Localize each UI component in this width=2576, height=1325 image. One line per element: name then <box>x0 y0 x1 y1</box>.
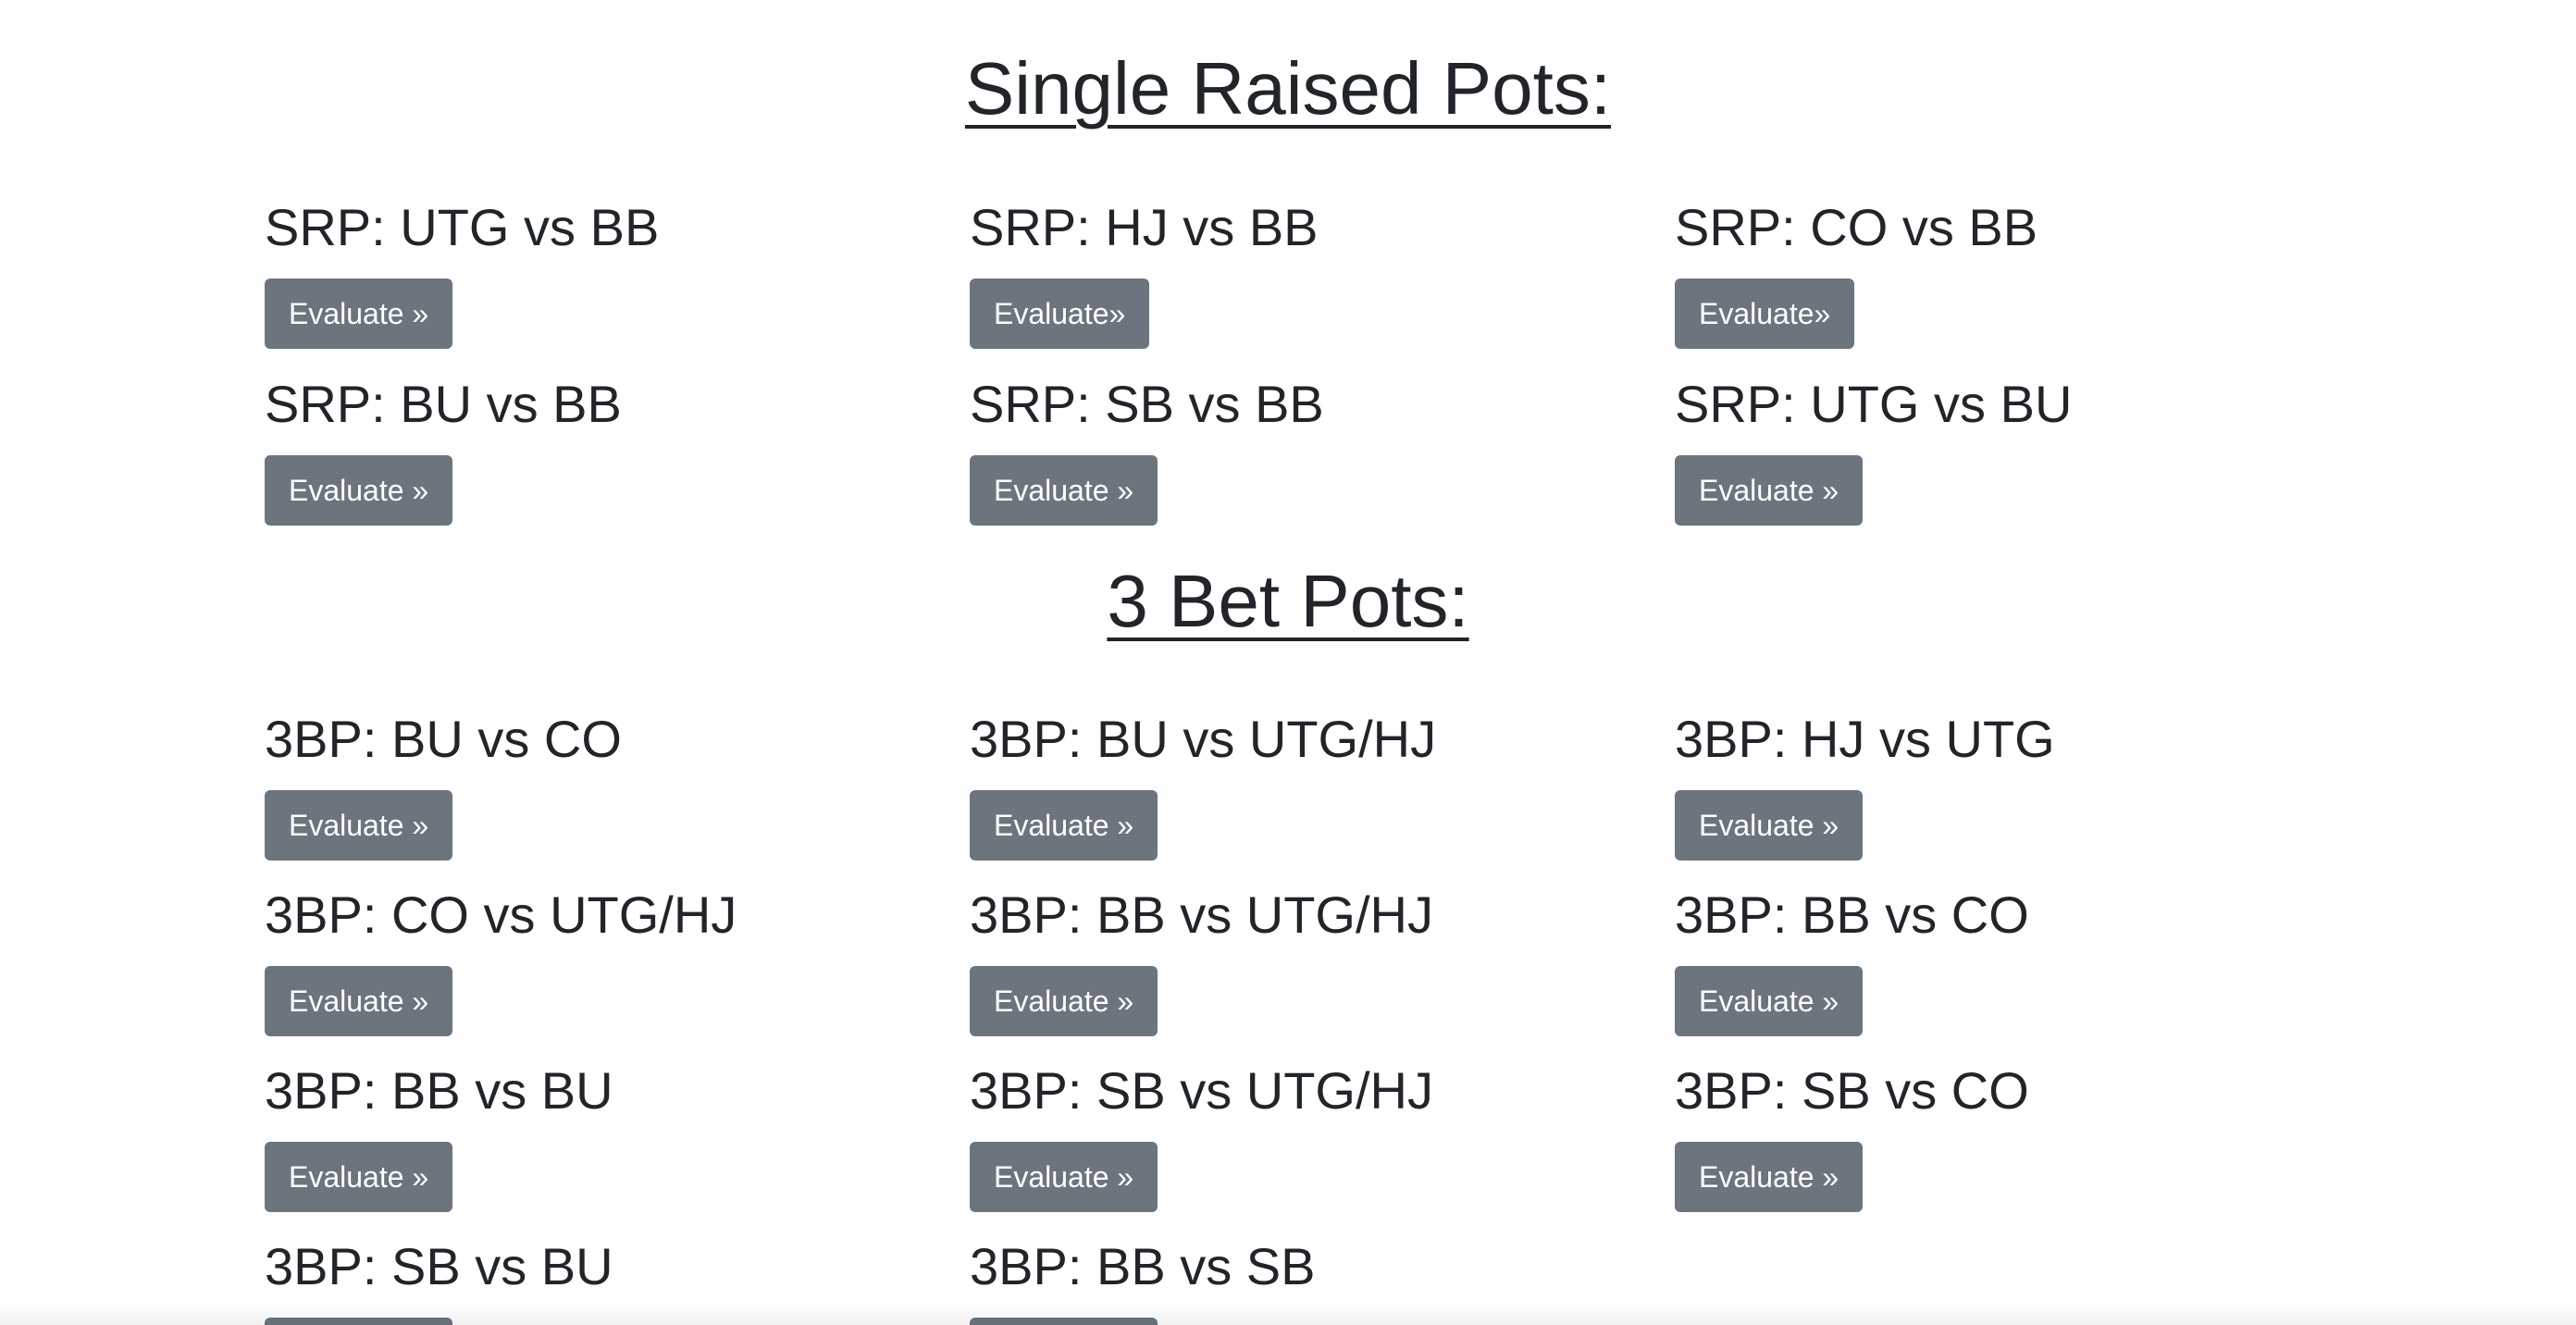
three-bet-card: 3BP: BB vs UTG/HJ Evaluate » <box>970 889 1675 1065</box>
three-bet-card: 3BP: BU vs CO Evaluate » <box>265 713 970 889</box>
three-bet-card-title: 3BP: BB vs BU <box>265 1061 613 1120</box>
three-bet-card-title: 3BP: SB vs UTG/HJ <box>970 1061 1433 1120</box>
three-bet-card: 3BP: BB vs CO Evaluate » <box>1675 889 2380 1065</box>
three-bet-card-title: 3BP: BB vs SB <box>970 1237 1316 1295</box>
three-bet-card: 3BP: CO vs UTG/HJ Evaluate » <box>265 889 970 1065</box>
three-bet-grid: 3BP: BU vs CO Evaluate » 3BP: BU vs UTG/… <box>265 713 2384 1325</box>
srp-card: SRP: UTG vs BU Evaluate » <box>1675 378 2380 555</box>
three-bet-card-title: 3BP: HJ vs UTG <box>1675 710 2055 768</box>
single-raised-pots-heading: Single Raised Pots: <box>964 47 1612 130</box>
three-bet-card: 3BP: SB vs BU Evaluate » <box>265 1241 970 1325</box>
srp-card-title: SRP: SB vs BB <box>970 375 1324 433</box>
srp-card: SRP: SB vs BB Evaluate » <box>970 378 1675 555</box>
evaluate-button[interactable]: Evaluate » <box>970 1142 1158 1212</box>
evaluate-button[interactable]: Evaluate » <box>265 1142 453 1212</box>
evaluate-button[interactable]: Evaluate » <box>970 1318 1158 1325</box>
three-bet-card-title: 3BP: BU vs UTG/HJ <box>970 710 1437 768</box>
srp-card-title: SRP: UTG vs BB <box>265 198 660 256</box>
page-bottom-edge <box>0 1303 2576 1325</box>
three-bet-card-title: 3BP: BB vs CO <box>1675 885 2029 944</box>
srp-card-title: SRP: UTG vs BU <box>1675 375 2073 433</box>
three-bet-card: 3BP: SB vs UTG/HJ Evaluate » <box>970 1065 1675 1241</box>
srp-card: SRP: BU vs BB Evaluate » <box>265 378 970 555</box>
evaluate-button[interactable]: Evaluate» <box>1675 279 1855 349</box>
evaluate-button[interactable]: Evaluate » <box>265 455 453 526</box>
three-bet-card: 3BP: BB vs BU Evaluate » <box>265 1065 970 1241</box>
three-bet-pots-heading: 3 Bet Pots: <box>1107 560 1469 642</box>
evaluate-button[interactable]: Evaluate » <box>1675 455 1864 526</box>
three-bet-card: 3BP: SB vs CO Evaluate » <box>1675 1065 2380 1241</box>
three-bet-card-title: 3BP: BU vs CO <box>265 710 622 768</box>
three-bet-card: 3BP: BB vs SB Evaluate » <box>970 1241 1675 1325</box>
three-bet-card-title: 3BP: SB vs BU <box>265 1237 613 1295</box>
srp-card-title: SRP: BU vs BB <box>265 375 622 433</box>
srp-card-title: SRP: CO vs BB <box>1675 198 2038 256</box>
evaluate-button[interactable]: Evaluate » <box>265 279 453 349</box>
three-bet-card: 3BP: BU vs UTG/HJ Evaluate » <box>970 713 1675 889</box>
evaluate-button[interactable]: Evaluate » <box>265 966 453 1036</box>
evaluate-button[interactable]: Evaluate » <box>265 1318 453 1325</box>
three-bet-card: 3BP: HJ vs UTG Evaluate » <box>1675 713 2380 889</box>
evaluate-button[interactable]: Evaluate » <box>1675 1142 1864 1212</box>
srp-grid: SRP: UTG vs BB Evaluate » SRP: HJ vs BB … <box>265 202 2384 555</box>
srp-card: SRP: HJ vs BB Evaluate» <box>970 202 1675 378</box>
three-bet-card-title: 3BP: CO vs UTG/HJ <box>265 885 737 944</box>
three-bet-card-title: 3BP: SB vs CO <box>1675 1061 2029 1120</box>
evaluate-button[interactable]: Evaluate» <box>970 279 1150 349</box>
evaluate-button[interactable]: Evaluate » <box>970 455 1158 526</box>
evaluate-button[interactable]: Evaluate » <box>1675 966 1864 1036</box>
evaluate-button[interactable]: Evaluate » <box>1675 790 1864 861</box>
evaluate-button[interactable]: Evaluate » <box>265 790 453 861</box>
evaluate-button[interactable]: Evaluate » <box>970 790 1158 861</box>
srp-card-title: SRP: HJ vs BB <box>970 198 1319 256</box>
evaluate-button[interactable]: Evaluate » <box>970 966 1158 1036</box>
srp-card: SRP: UTG vs BB Evaluate » <box>265 202 970 378</box>
srp-card: SRP: CO vs BB Evaluate» <box>1675 202 2380 378</box>
three-bet-card-title: 3BP: BB vs UTG/HJ <box>970 885 1433 944</box>
